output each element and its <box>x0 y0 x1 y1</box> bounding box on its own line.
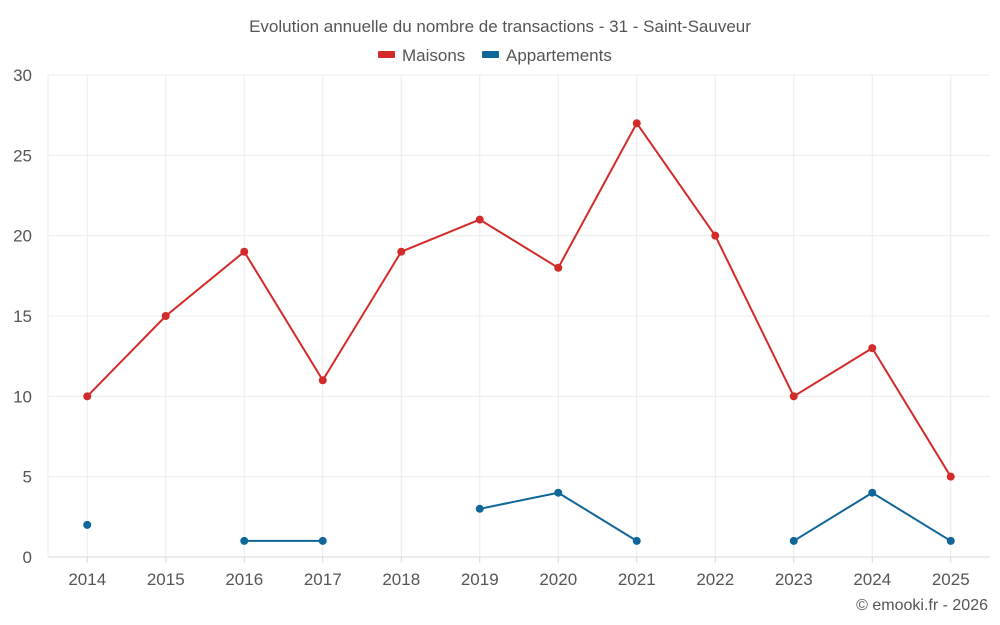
data-point[interactable] <box>83 392 92 401</box>
x-tick-label: 2025 <box>932 570 970 589</box>
y-tick-label: 10 <box>13 387 32 406</box>
data-point[interactable] <box>946 472 955 481</box>
y-tick-label: 5 <box>23 468 32 487</box>
legend-item-appartements[interactable]: Appartements <box>482 46 612 65</box>
x-tick-label: 2024 <box>853 570 891 589</box>
gridlines <box>48 74 990 557</box>
data-point[interactable] <box>318 536 327 545</box>
credit-text: © emooki.fr - 2026 <box>856 597 988 614</box>
data-point[interactable] <box>83 520 92 529</box>
data-point[interactable] <box>868 344 877 353</box>
data-point[interactable] <box>161 312 170 320</box>
chart-title: Evolution annuelle du nombre de transact… <box>249 17 751 36</box>
data-point[interactable] <box>554 263 563 272</box>
x-tick-label: 2015 <box>147 570 185 589</box>
data-point[interactable] <box>789 536 798 545</box>
data-point[interactable] <box>789 392 798 401</box>
y-tick-label: 30 <box>13 66 32 85</box>
data-point[interactable] <box>240 536 249 545</box>
legend-item-maisons[interactable]: Maisons <box>378 46 465 65</box>
data-point[interactable] <box>318 376 327 385</box>
x-tick-label: 2019 <box>461 570 499 589</box>
x-tick-label: 2017 <box>304 570 342 589</box>
y-tick-label: 25 <box>13 146 32 165</box>
x-tick-label: 2021 <box>618 570 656 589</box>
x-tick-label: 2016 <box>225 570 263 589</box>
x-tick-label: 2018 <box>382 570 420 589</box>
data-point[interactable] <box>554 488 563 497</box>
legend-swatch-maisons <box>378 51 395 58</box>
data-point[interactable] <box>632 119 641 128</box>
data-point[interactable] <box>397 247 406 256</box>
x-tick-label: 2023 <box>775 570 813 589</box>
y-tick-label: 20 <box>13 227 32 246</box>
x-tick-label: 2022 <box>696 570 734 589</box>
data-point[interactable] <box>946 536 955 545</box>
legend-swatch-appartements <box>482 51 499 58</box>
x-tick-label: 2020 <box>539 570 577 589</box>
legend: Maisons Appartements <box>378 46 612 65</box>
series-layer <box>83 119 955 545</box>
data-point[interactable] <box>632 536 641 545</box>
legend-label-appartements: Appartements <box>506 46 612 65</box>
data-point[interactable] <box>475 215 484 224</box>
x-tick-label: 2014 <box>68 570 106 589</box>
y-tick-label: 0 <box>23 548 32 567</box>
data-point[interactable] <box>711 231 720 240</box>
series-appartements <box>83 488 955 545</box>
data-point[interactable] <box>868 488 877 497</box>
series-line <box>86 122 952 478</box>
data-point[interactable] <box>475 504 484 513</box>
data-point[interactable] <box>240 247 249 256</box>
y-tick-label: 15 <box>13 307 32 326</box>
series-maisons <box>83 119 955 481</box>
legend-label-maisons: Maisons <box>402 46 465 65</box>
